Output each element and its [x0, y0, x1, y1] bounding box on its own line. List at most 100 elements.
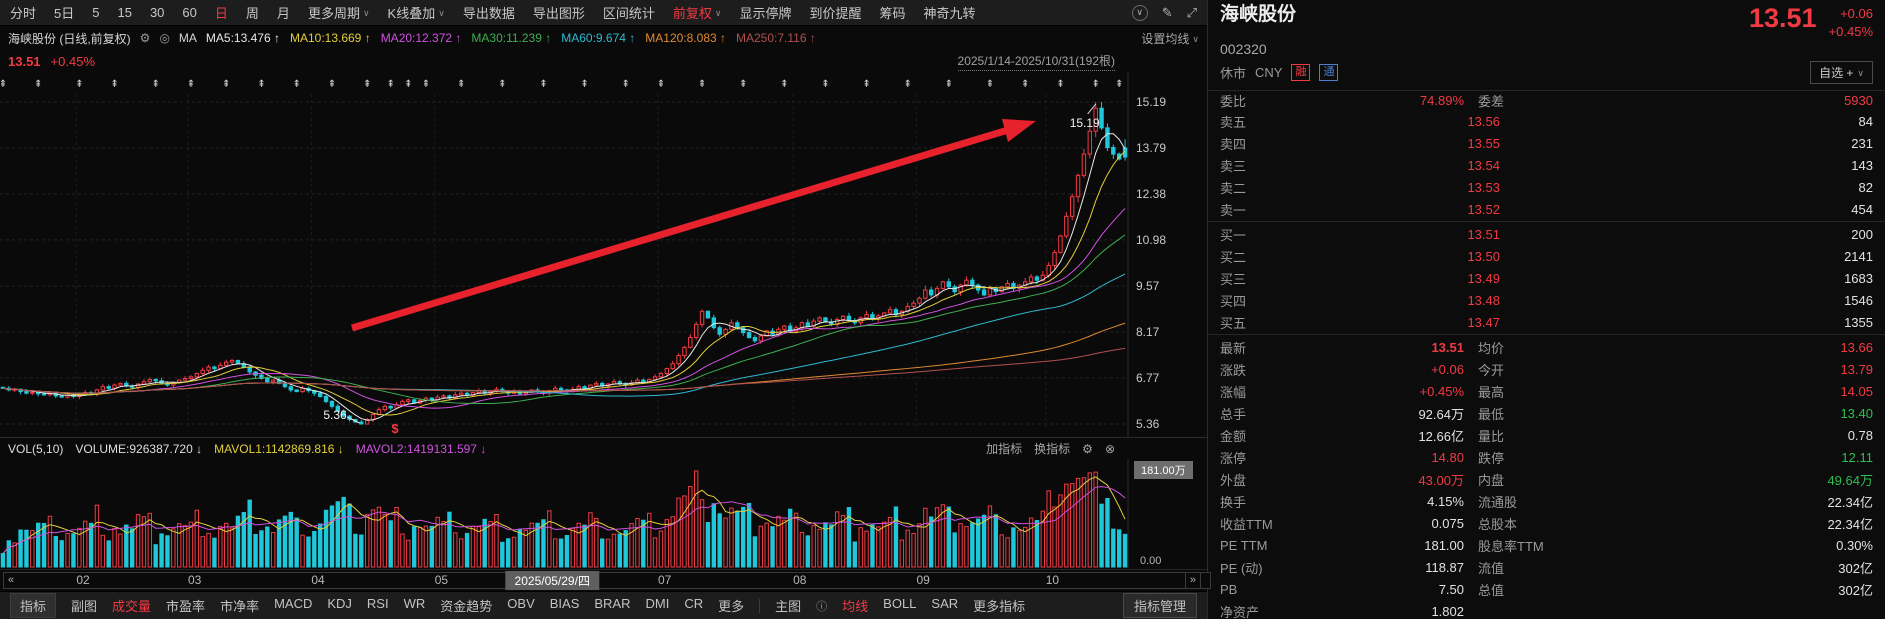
event-marker-icon[interactable]: ⇞	[944, 79, 954, 90]
event-marker-icon[interactable]: ⇞	[421, 79, 431, 90]
toolbar-item-14[interactable]: 前复权 ∨	[673, 3, 722, 22]
toolbar-item-6[interactable]: 日	[215, 3, 228, 22]
bid-row-2[interactable]: 买二 13.50 2141	[1208, 245, 1885, 267]
sub-indicator-2[interactable]: 市净率	[220, 599, 260, 614]
ask-row-4[interactable]: 卖四 13.55 231	[1208, 132, 1885, 154]
close-icon[interactable]: ⊗	[1104, 441, 1115, 456]
fullscreen-icon[interactable]: ⤢	[1186, 4, 1197, 20]
event-marker-icon[interactable]: ⇞	[221, 79, 231, 90]
event-marker-icon[interactable]: ⇞	[621, 79, 630, 90]
collapse-toolbar-icon[interactable]: ∨	[1131, 4, 1148, 21]
tab-subchart[interactable]: 副图	[71, 599, 98, 614]
event-marker-icon[interactable]: ⇞	[780, 79, 789, 90]
toolbar-item-0[interactable]: 分时	[10, 3, 36, 22]
sub-indicator-8[interactable]: OBV	[507, 596, 535, 611]
scroll-right-button[interactable]: »	[1184, 572, 1201, 589]
event-marker-icon[interactable]: ⇞	[33, 79, 43, 90]
toolbar-item-15[interactable]: 显示停牌	[739, 3, 791, 22]
add-watchlist-button[interactable]: 自选 + ∨	[1810, 61, 1873, 85]
event-marker-icon[interactable]: ⇞	[362, 79, 372, 90]
event-marker-icon[interactable]: ⇞	[1020, 79, 1030, 90]
bid-row-1[interactable]: 买一 13.51 200	[1208, 223, 1885, 245]
scroll-left-button[interactable]: «	[3, 572, 1211, 589]
event-marker-icon[interactable]: ⇞	[862, 79, 871, 90]
sub-indicator-6[interactable]: WR	[403, 596, 426, 611]
event-marker-icon[interactable]: ⇞	[903, 79, 912, 90]
toolbar-item-17[interactable]: 筹码	[880, 3, 906, 22]
event-marker-icon[interactable]: ⇞	[404, 79, 413, 90]
date-range-label[interactable]: 2025/1/14-2025/10/31(192根)	[957, 52, 1115, 71]
tab-indicator[interactable]: 指标	[10, 593, 57, 618]
event-marker-icon[interactable]: ⇞	[580, 79, 589, 90]
toolbar-item-5[interactable]: 60	[182, 5, 196, 20]
toolbar-item-4[interactable]: 30	[150, 5, 164, 20]
sub-indicator-1[interactable]: 市盈率	[166, 599, 206, 614]
toolbar-item-2[interactable]: 5	[92, 5, 99, 20]
gear-icon[interactable]: ⚙	[1082, 441, 1093, 456]
sub-indicator-5[interactable]: RSI	[366, 596, 389, 611]
bid-row-3[interactable]: 买三 13.49 1683	[1208, 267, 1885, 289]
gear-icon[interactable]: ⚙	[139, 31, 151, 45]
sub-indicator-7[interactable]: 资金趋势	[440, 599, 493, 614]
sub-indicator-10[interactable]: BRAR	[594, 596, 631, 611]
sub-indicator-12[interactable]: CR	[684, 596, 704, 611]
toolbar-item-11[interactable]: 导出数据	[463, 3, 515, 22]
indicator-manage-button[interactable]: 指标管理	[1122, 593, 1197, 618]
toolbar-item-12[interactable]: 导出图形	[533, 3, 585, 22]
sub-indicator-13[interactable]: 更多	[718, 599, 745, 614]
sub-indicator-3[interactable]: MACD	[274, 596, 313, 611]
event-marker-icon[interactable]: ⇞	[292, 79, 301, 90]
event-marker-icon[interactable]: ⇞	[697, 79, 707, 90]
event-marker-icon[interactable]: ⇞	[738, 79, 748, 90]
event-marker-icon[interactable]: ⇞	[539, 79, 548, 90]
ask-row-3[interactable]: 卖三 13.54 143	[1208, 154, 1885, 176]
event-marker-icon[interactable]: ⇞	[1114, 79, 1124, 90]
toolbar-item-16[interactable]: 到价提醒	[809, 3, 861, 22]
ask-row-5[interactable]: 卖五 13.56 84	[1208, 110, 1885, 132]
sub-indicator-9[interactable]: BIAS	[549, 596, 580, 611]
bid-row-5[interactable]: 买五 13.47 1355	[1208, 311, 1885, 333]
toolbar-item-3[interactable]: 15	[117, 5, 131, 20]
main-indicator-2[interactable]: SAR	[931, 596, 959, 611]
main-indicator-3[interactable]: 更多指标	[973, 599, 1026, 614]
toolbar-item-13[interactable]: 区间统计	[603, 3, 655, 22]
event-marker-icon[interactable]: ⇞	[985, 79, 995, 90]
margin-tag[interactable]: 融	[1291, 64, 1311, 82]
event-marker-icon[interactable]: ⇞	[498, 79, 507, 90]
sub-indicator-11[interactable]: DMI	[645, 596, 670, 611]
toolbar-item-1[interactable]: 5日	[54, 3, 74, 22]
ask-row-1[interactable]: 卖一 13.52 454	[1208, 198, 1885, 220]
event-marker-icon[interactable]: ⇞	[386, 79, 395, 90]
draw-tool-icon[interactable]: ✎	[1161, 4, 1173, 20]
event-marker-icon[interactable]: ⇞	[75, 79, 84, 90]
vol-indicator-label[interactable]: VOL(5,10)	[8, 441, 64, 456]
event-marker-icon[interactable]: ⇞	[110, 79, 119, 90]
event-marker-icon[interactable]: ⇞	[1091, 79, 1100, 90]
add-indicator-button[interactable]: 加指标	[986, 442, 1023, 456]
sub-indicator-4[interactable]: KDJ	[327, 596, 352, 611]
event-marker-icon[interactable]: ⇞	[327, 79, 337, 90]
ask-row-2[interactable]: 卖二 13.53 82	[1208, 176, 1885, 198]
target-icon[interactable]: ◎	[159, 31, 170, 45]
bid-row-4[interactable]: 买四 13.48 1546	[1208, 289, 1885, 311]
toolbar-item-9[interactable]: 更多周期 ∨	[308, 3, 370, 22]
toolbar-item-18[interactable]: 神奇九转	[924, 3, 976, 22]
sub-indicator-0[interactable]: 成交量	[112, 599, 152, 614]
ma-settings-button[interactable]: 设置均线 ∨	[1141, 30, 1199, 47]
event-marker-icon[interactable]: ⇞	[257, 79, 266, 90]
connect-tag[interactable]: 通	[1319, 64, 1339, 82]
main-kline-chart[interactable]: 15.19 13.79 12.38 10.98 9.57 8.17 6.77 5.36 ⇞ ⇞ ⇞ ⇞…	[0, 72, 1207, 437]
volume-chart[interactable]: 181.00万 0.00	[0, 459, 1207, 569]
event-marker-icon[interactable]: ⇞	[1056, 79, 1065, 90]
event-marker-icon[interactable]: ⇞	[186, 79, 196, 90]
event-marker-icon[interactable]: ⇞	[151, 79, 160, 90]
toolbar-item-10[interactable]: K线叠加 ∨	[388, 3, 445, 22]
swap-indicator-button[interactable]: 换指标	[1034, 442, 1071, 456]
event-marker-icon[interactable]: ⇞	[456, 79, 466, 90]
main-indicator-0[interactable]: 均线	[842, 599, 869, 614]
event-marker-icon[interactable]: ⇞	[656, 79, 666, 90]
event-marker-icon[interactable]: ⇞	[0, 79, 8, 90]
toolbar-item-7[interactable]: 周	[246, 3, 259, 22]
main-indicator-1[interactable]: BOLL	[883, 596, 917, 611]
toolbar-item-8[interactable]: 月	[277, 3, 290, 22]
